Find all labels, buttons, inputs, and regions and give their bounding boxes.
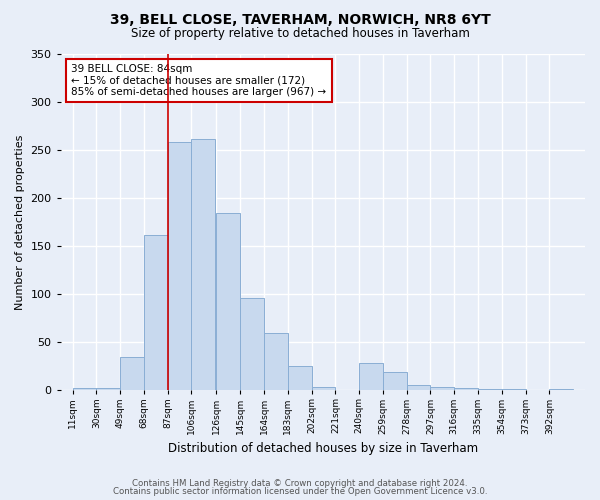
X-axis label: Distribution of detached houses by size in Taverham: Distribution of detached houses by size … [168, 442, 478, 455]
Bar [454, 388, 478, 390]
Bar [144, 234, 167, 390]
Bar [217, 212, 240, 390]
Bar [120, 356, 144, 390]
Text: Contains HM Land Registry data © Crown copyright and database right 2024.: Contains HM Land Registry data © Crown c… [132, 478, 468, 488]
Bar [383, 372, 407, 390]
Text: Size of property relative to detached houses in Taverham: Size of property relative to detached ho… [131, 28, 469, 40]
Bar [240, 298, 264, 390]
Bar [311, 386, 335, 390]
Bar [73, 388, 97, 390]
Text: Contains public sector information licensed under the Open Government Licence v3: Contains public sector information licen… [113, 487, 487, 496]
Bar [97, 388, 120, 390]
Bar [264, 332, 288, 390]
Bar [407, 384, 430, 390]
Bar [288, 366, 311, 390]
Bar [191, 138, 215, 390]
Y-axis label: Number of detached properties: Number of detached properties [15, 134, 25, 310]
Bar [430, 388, 454, 390]
Text: 39, BELL CLOSE, TAVERHAM, NORWICH, NR8 6YT: 39, BELL CLOSE, TAVERHAM, NORWICH, NR8 6… [110, 12, 490, 26]
Bar [359, 364, 383, 390]
Bar [167, 142, 191, 390]
Text: 39 BELL CLOSE: 84sqm
← 15% of detached houses are smaller (172)
85% of semi-deta: 39 BELL CLOSE: 84sqm ← 15% of detached h… [71, 64, 326, 98]
